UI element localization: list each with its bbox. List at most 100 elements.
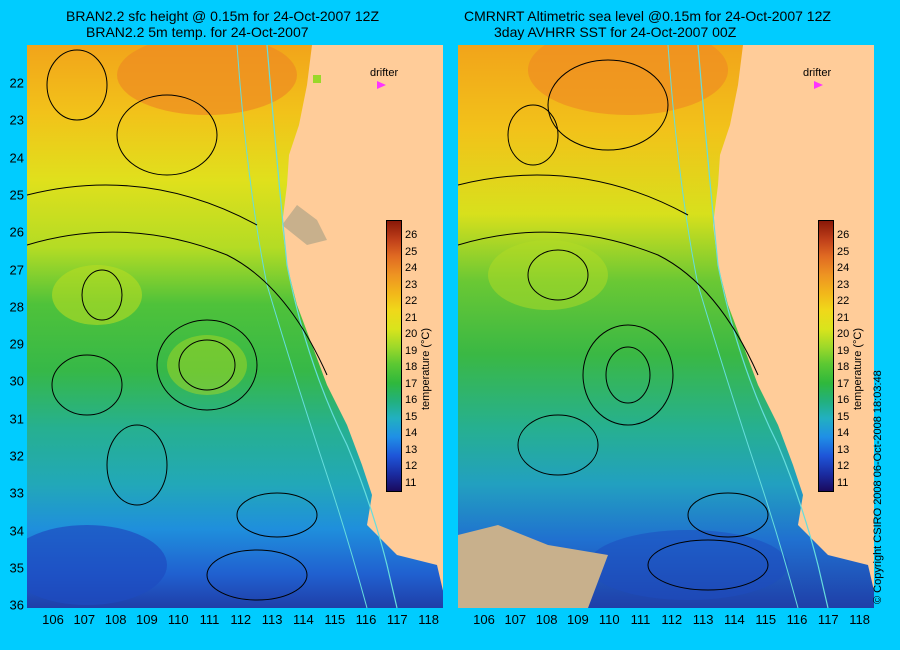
height-contour [106, 424, 168, 506]
height-contour [178, 339, 236, 391]
height-contour [527, 249, 589, 301]
longitude-label: 112 [661, 612, 683, 627]
colorbar-tick-label: 26 [405, 229, 418, 241]
colorbar-tick-label: 20 [837, 328, 850, 340]
warm-eddy [167, 335, 247, 395]
drifter-label: drifter [370, 67, 399, 79]
longitude-label: 118 [418, 612, 439, 627]
colorbar-tick-label: 12 [837, 460, 850, 472]
warm-eddy [52, 265, 142, 325]
colorbar-tick-label: 23 [405, 278, 418, 291]
longitude-axis-left: 106 107 108 109 110 111 112 113 114 115 116 117 118 [27, 612, 443, 632]
longitude-label: 118 [849, 612, 870, 627]
colorbar-tick-label: 15 [837, 410, 850, 423]
latitude-label: 25 [9, 187, 24, 203]
isobath-line [266, 45, 398, 608]
colorbar [818, 220, 834, 492]
height-contour [582, 324, 674, 426]
right-map-svg [458, 45, 874, 608]
longitude-axis-right: 106 107 108 109 110 111 112 113 114 115 116 117 118 [458, 612, 874, 632]
height-contour [156, 319, 258, 411]
height-contour [647, 539, 769, 591]
colorbar-tick-label: 12 [405, 460, 418, 472]
left-map-svg [27, 45, 443, 608]
colorbar-tick-label: 18 [837, 361, 850, 373]
warm-region [528, 45, 728, 115]
drifter-marker-icon [814, 81, 823, 89]
longitude-label: 113 [692, 612, 714, 627]
colorbar-tick-label: 11 [405, 476, 417, 489]
colorbar-tick-label: 14 [405, 427, 418, 439]
longitude-label: 109 [136, 612, 158, 627]
colorbar-tick-label: 18 [405, 361, 418, 373]
latitude-label: 29 [9, 336, 24, 352]
latitude-label: 22 [9, 75, 24, 91]
colorbar-tick-label: 20 [405, 328, 418, 340]
height-contour [51, 354, 123, 416]
height-contour [687, 492, 769, 538]
colorbar-tick-label: 21 [405, 311, 418, 324]
longitude-label: 107 [504, 612, 527, 627]
longitude-label: 107 [73, 612, 96, 627]
latitude-label: 32 [9, 448, 24, 464]
isobath-line [667, 45, 799, 608]
left-title-line1: BRAN2.2 sfc height @ 0.15m for 24-Oct-20… [66, 8, 380, 24]
latitude-label: 33 [9, 485, 24, 501]
longitude-label: 110 [598, 612, 620, 627]
colorbar-tick-label: 25 [405, 245, 418, 258]
colorbar-tick-label: 17 [405, 377, 418, 390]
height-contour [236, 492, 318, 538]
height-contour [517, 414, 599, 476]
drifter-trail [313, 75, 321, 83]
warm-region [117, 45, 297, 115]
drifter-marker-icon [377, 81, 386, 89]
longitude-label: 116 [786, 612, 808, 627]
colorbar-tick-label: 16 [837, 394, 850, 406]
colorbar-tick-label: 25 [837, 245, 850, 258]
height-contour [547, 59, 669, 151]
colorbar-tick-label: 21 [837, 311, 850, 324]
land-mass [282, 45, 443, 608]
height-contour [46, 49, 108, 121]
drifter-label: drifter [803, 67, 832, 79]
latitude-label: 23 [9, 112, 24, 128]
latitude-label: 31 [9, 411, 24, 427]
latitude-label: 27 [9, 262, 24, 277]
isobath-line [697, 45, 829, 608]
longitude-label: 116 [355, 612, 377, 627]
right-title: CMRNRT Altimetric sea level @0.15m for 2… [464, 8, 831, 40]
longitude-label: 117 [817, 612, 839, 627]
longitude-label: 114 [293, 612, 314, 627]
longitude-label: 113 [261, 612, 283, 627]
height-contour [507, 104, 559, 166]
left-title: BRAN2.2 sfc height @ 0.15m for 24-Oct-20… [66, 8, 379, 40]
latitude-label: 34 [9, 523, 24, 539]
colorbar-tick-label: 24 [405, 262, 418, 274]
height-contour [206, 549, 308, 601]
height-contour [116, 94, 218, 176]
longitude-label: 115 [755, 612, 777, 627]
colorbar-tick-label: 13 [837, 443, 850, 456]
latitude-axis: 22 23 24 25 26 27 28 29 30 31 32 33 34 35 36 [2, 45, 26, 613]
longitude-label: 108 [104, 612, 127, 627]
colorbar-tick-label: 24 [837, 262, 850, 274]
colorbar-tick-label: 15 [405, 410, 418, 423]
height-contour [27, 231, 328, 376]
longitude-label: 111 [630, 612, 651, 627]
longitude-label: 106 [473, 612, 495, 627]
longitude-label: 112 [230, 612, 252, 627]
colorbar-tick-label: 23 [837, 278, 850, 291]
left-title-line2: BRAN2.2 5m temp. for 24-Oct-2007 [86, 24, 309, 40]
latitude-label: 36 [9, 597, 24, 613]
height-contour [458, 174, 689, 216]
left-map-panel: drifter 26 25 24 23 22 21 20 19 18 17 16 15 14 13 12 11… [27, 45, 443, 608]
latitude-label: 24 [9, 150, 24, 166]
longitude-label: 108 [535, 612, 558, 627]
longitude-label: 111 [199, 612, 220, 627]
colorbar-tick-label: 19 [405, 344, 418, 357]
longitude-label: 109 [567, 612, 589, 627]
height-contour [458, 231, 759, 376]
colorbar-tick-label: 14 [837, 427, 850, 439]
longitude-label: 117 [386, 612, 408, 627]
colorbar-tick-label: 26 [837, 229, 850, 241]
